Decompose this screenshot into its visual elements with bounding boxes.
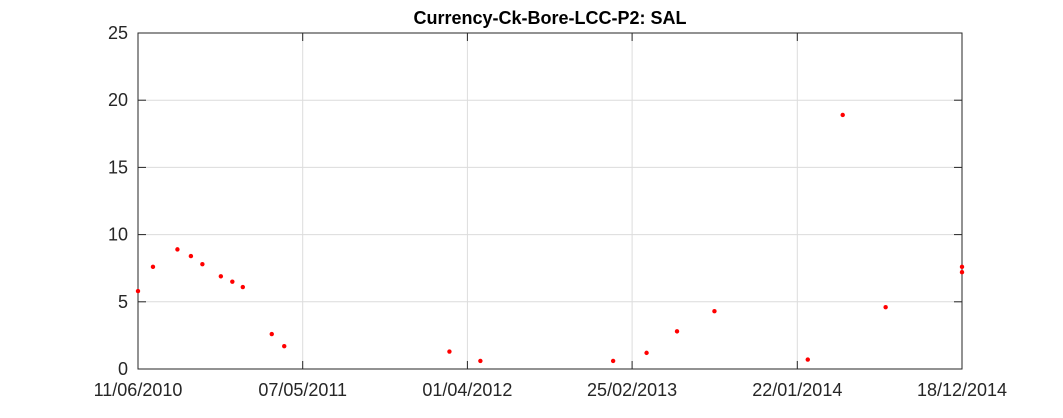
x-tick-label: 07/05/2011 [258, 380, 347, 400]
axes-frame [137, 32, 963, 370]
data-point [269, 331, 274, 337]
y-tick-label: 0 [118, 359, 128, 379]
y-tick-label: 10 [108, 225, 128, 245]
data-point [240, 284, 246, 290]
data-point [805, 357, 810, 362]
data-point [218, 274, 224, 279]
data-point [959, 264, 965, 270]
data-point [282, 343, 287, 349]
data-point [712, 309, 717, 314]
chart-title: Currency-Ck-Bore-LCC-P2: SAL [413, 8, 686, 28]
x-tick-label: 25/02/2013 [587, 380, 677, 400]
plot-area [137, 32, 963, 370]
data-point [644, 350, 649, 356]
data-point [230, 279, 235, 284]
data-point [188, 253, 194, 259]
data-point [883, 304, 888, 310]
x-tick-label: 22/01/2014 [752, 380, 842, 400]
x-tick-label: 01/04/2012 [422, 380, 512, 400]
data-point [135, 288, 141, 294]
y-tick-label: 20 [108, 90, 128, 110]
x-tick-label: 18/12/2014 [917, 380, 1007, 400]
x-tick-label: 11/06/2010 [94, 380, 183, 400]
y-tick-label: 25 [108, 23, 128, 43]
y-tick-label: 15 [108, 157, 128, 177]
data-point [674, 329, 680, 334]
data-point [200, 261, 205, 267]
data-point [840, 112, 845, 118]
y-tick-label: 5 [118, 292, 128, 312]
axes: 11/06/2010 07/05/2011 01/04/2012 25/02/2013… [94, 23, 1007, 400]
data-point [150, 264, 156, 270]
data-point [478, 358, 483, 364]
data-point [447, 349, 452, 354]
data-points [135, 112, 965, 364]
data-point [610, 358, 616, 364]
data-point [959, 270, 965, 275]
grid-lines [138, 33, 962, 369]
data-point [175, 247, 180, 252]
